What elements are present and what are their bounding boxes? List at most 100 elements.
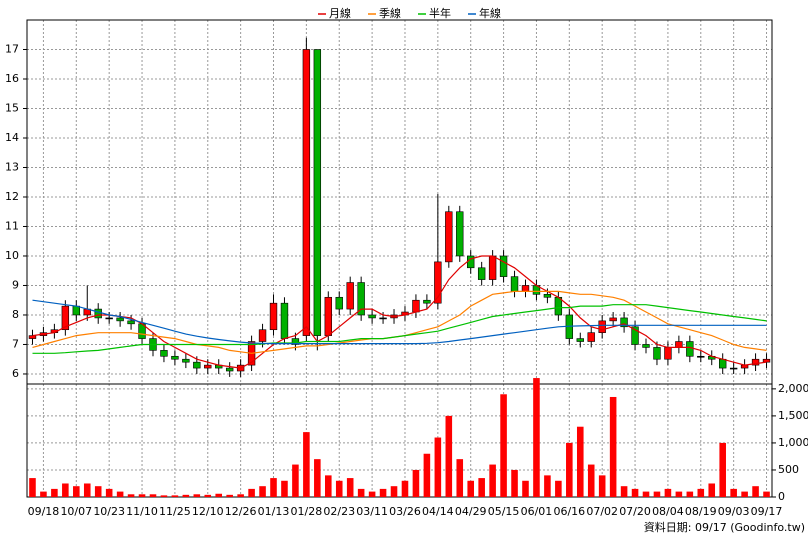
volume-bar [653,491,661,497]
volume-bar [127,494,135,497]
x-tick-label: 08/04 [652,505,684,518]
y-tick-label: 11 [5,219,19,232]
candle-body [280,302,289,339]
y-tick-label: 9 [12,278,19,291]
candle-body [379,317,387,320]
candle-body [160,350,168,357]
y2-tick-label: 0 [778,490,785,503]
candle-body [751,358,760,366]
source: 資料日期: 09/17 (Goodinfo.tw) [644,520,805,534]
y2-tick-label: 1,500 [778,409,808,422]
volume-bar [555,480,562,497]
volume-bar [587,464,595,497]
volume-bar [215,493,223,497]
candle-body [510,276,519,292]
volume-bar [40,491,47,497]
volume-bar [204,494,212,497]
volume-bar [270,478,277,497]
volume-bar [708,483,716,497]
y-tick-label: 8 [12,308,19,321]
volume-bar [730,488,737,497]
x-tick-label: 12/10 [192,505,224,518]
candle-body [587,332,595,342]
candle-body [368,314,376,319]
y-tick-label: 7 [12,337,19,350]
volume-bar [763,491,770,497]
volume-bar [489,464,496,497]
volume-bar [29,478,36,497]
volume-bar [149,494,157,497]
candle-body [324,296,332,336]
candle-body [477,267,486,280]
volume-bar [456,459,464,497]
candle-body [686,341,694,357]
candle-body [193,361,201,369]
x-tick-label: 10/07 [60,505,92,518]
candle-body [456,211,464,257]
volume-bar [741,491,748,497]
y-tick-label: 15 [5,101,19,114]
volume-bar [642,491,650,497]
candle-body [225,367,234,372]
candle-body [61,305,70,331]
volume-bar [368,491,376,497]
candle-body [346,282,354,310]
volume-bar [62,483,69,497]
candle-body [729,367,738,370]
volume-bar [664,488,672,497]
volume-bar [434,437,442,497]
candle-body [116,317,124,322]
volume-panel [26,383,773,498]
volume-bar [182,494,190,497]
volume-bar [675,491,683,497]
volume-bar [226,494,233,497]
candle-body [105,317,113,320]
candle-body [269,302,278,331]
legend-label: 月線 [329,6,351,20]
candle-body [499,255,508,277]
candle-body [72,305,80,316]
volume-bar [281,480,288,497]
volume-bar [379,488,387,497]
volume-bar [292,464,299,497]
volume-bar [335,480,343,497]
candle-body [631,326,639,345]
volume-bar [478,478,485,497]
volume-bar [73,486,80,497]
y-tick-label: 10 [5,249,19,262]
volume-bar [325,475,332,497]
volume-bar [259,486,266,497]
volume-bar [533,378,540,497]
volume-bar [51,488,58,497]
volume-bar [412,469,420,497]
volume-bar [401,480,409,497]
x-tick-label: 07/20 [619,505,651,518]
volume-bar [138,494,146,497]
x-tick-label: 05/15 [488,505,520,518]
candle-body [423,299,431,304]
volume-bar [445,415,453,497]
candle-body [576,338,584,342]
volume-bar [609,396,617,497]
volume-bar [171,495,179,497]
volume-bar [566,442,573,497]
legend-label: 季線 [379,6,401,20]
x-tick-label: 01/13 [258,505,290,518]
x-tick-label: 07/02 [586,505,618,518]
candle-body [335,296,343,310]
candle-body [412,299,420,313]
x-tick-label: 03/11 [356,505,388,518]
volume-bar [116,491,124,497]
x-tick-label: 11/10 [126,505,158,518]
x-tick-label: 09/18 [28,505,60,518]
y-tick-label: 17 [5,42,19,55]
ma-line [32,299,767,345]
volume-bar [357,488,365,497]
legend-label: 半年 [429,6,451,20]
volume-bar [193,494,201,497]
volume-bar [576,426,584,497]
x-tick-label: 08/19 [685,505,717,518]
candle-body [357,282,365,316]
